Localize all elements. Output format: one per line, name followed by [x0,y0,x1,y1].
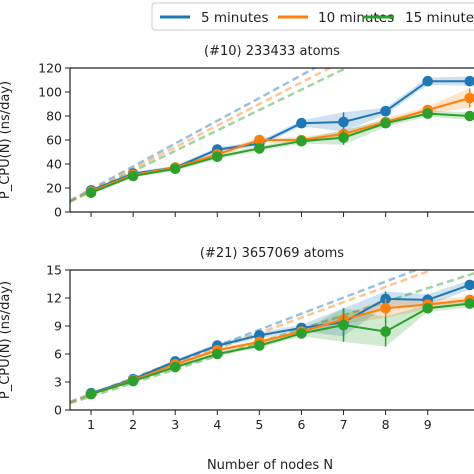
point-top-15-minutes [169,163,181,175]
point-top-5-minutes [338,116,349,128]
panel-top-title: (#10) 233433 atoms [204,44,340,59]
point-bottom-15-minutes [211,348,223,360]
y-tick-label: 20 [46,181,62,196]
point-top-5-minutes [380,105,391,117]
point-top-10-minutes [464,92,474,104]
panel-bottom-plot-area [70,270,474,405]
legend-entry-5-minutes: 5 minutes [160,10,269,26]
y-tick-label: 80 [46,109,62,124]
point-top-15-minutes [464,110,474,122]
panel-bottom: (#21) 3657069 atoms P_CPU(N) (ns/day) 0 3… [0,246,474,432]
point-bottom-15-minutes [85,388,97,400]
series-line-top-10-minutes [90,97,471,193]
legend-entry-15-minutes: 15 minutes [364,10,474,26]
y-tick-label: 12 [46,291,62,306]
point-top-15-minutes [254,143,265,154]
band-bottom-5-minutes [91,280,470,395]
x-tick-label: 4 [213,417,221,432]
point-top-5-minutes [464,75,474,87]
panel-top-plot-area [70,68,474,203]
y-tick-label: 100 [38,85,62,100]
panel-top-axes: 0 20 40 60 80 100 120 [38,61,474,220]
panel-top: (#10) 233433 atoms P_CPU(N) (ns/day) 0 20… [0,44,474,220]
legend-entry-10-minutes: 10 minutes [278,10,394,26]
x-tick-label: 8 [382,417,390,432]
point-top-15-minutes [85,187,97,199]
point-bottom-10-minutes [380,302,391,314]
point-top-15-minutes [127,170,139,182]
y-tick-label: 120 [38,61,62,76]
point-top-5-minutes [422,75,434,87]
point-bottom-15-minutes [338,319,349,331]
series-line-top-15-minutes [90,112,470,194]
y-tick-label: 60 [46,133,62,148]
point-top-10-minutes [254,134,265,146]
series-line-bottom-5-minutes [90,283,471,395]
y-tick-label: 0 [54,403,62,418]
band-bottom-15-minutes [91,299,470,396]
x-tick-label: 7 [340,417,348,432]
x-tick-label: 2 [129,417,137,432]
point-bottom-15-minutes [254,340,265,351]
y-tick-label: 0 [54,205,62,220]
series-line-bottom-10-minutes [90,298,470,396]
panel-bottom-title: (#21) 3657069 atoms [200,246,344,261]
point-top-15-minutes [296,135,307,147]
point-bottom-15-minutes [169,361,181,373]
y-tick-label: 40 [46,157,62,172]
point-bottom-15-minutes [422,302,434,314]
panel-top-ylabel: P_CPU(N) (ns/day) [0,81,13,199]
legend-label-15-minutes: 15 minutes [405,10,474,26]
legend-label-10-minutes: 10 minutes [318,10,394,26]
point-bottom-15-minutes [380,326,391,337]
legend-label-5-minutes: 5 minutes [201,10,269,26]
x-tick-label: 6 [297,417,305,432]
panel-bottom-ylabel: P_CPU(N) (ns/day) [0,281,13,399]
point-top-5-minutes [296,117,307,129]
x-tick-label: 9 [424,417,432,432]
point-top-15-minutes [211,151,223,163]
point-bottom-15-minutes [464,298,474,309]
point-bottom-15-minutes [296,328,307,339]
point-bottom-15-minutes [127,375,139,387]
y-tick-label: 6 [54,347,62,362]
legend-frame [151,2,474,31]
point-bottom-5-minutes [464,279,474,291]
legend: 5 minutes 10 minutes 15 minutes [151,2,474,31]
x-tick-label: 3 [171,417,179,432]
series-line-bottom-15-minutes [90,302,470,396]
y-tick-label: 3 [54,375,62,390]
ideal-line-top-15-minutes [70,68,349,203]
x-tick-label: 1 [87,417,95,432]
y-tick-label: 15 [46,263,62,278]
point-top-15-minutes [422,108,434,119]
x-tick-label: 5 [255,417,263,432]
point-top-15-minutes [380,117,391,129]
band-top-15-minutes [91,110,470,194]
x-axis-label: Number of nodes N [207,458,333,473]
point-top-15-minutes [338,132,349,143]
y-tick-label: 9 [54,319,62,334]
